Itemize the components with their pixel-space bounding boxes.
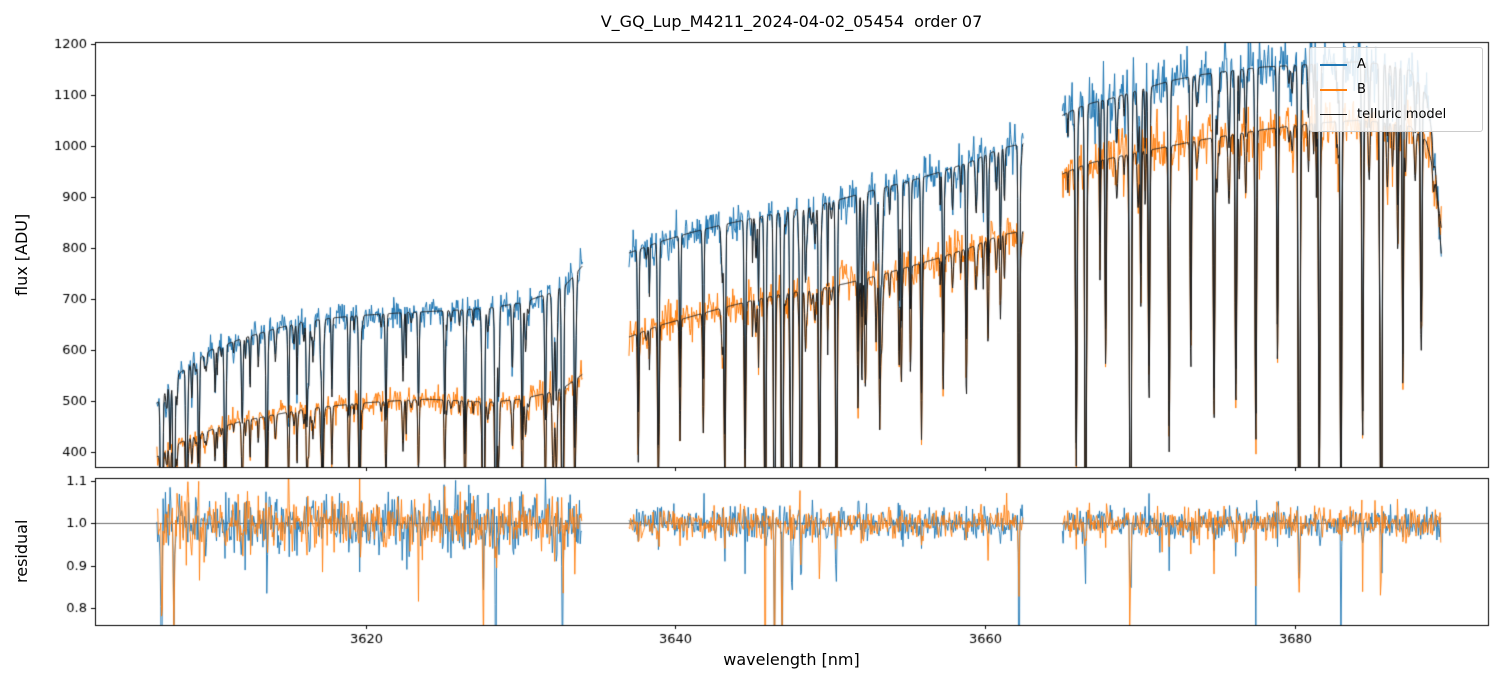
legend-label-telluric: telluric model [1357, 107, 1447, 122]
legend-line-b-icon [1320, 88, 1347, 91]
residual-axis-label: residual [12, 519, 31, 584]
flux-axis-label: flux [ADU] [12, 213, 31, 296]
legend-line-a-icon [1320, 63, 1347, 66]
legend-entry-a: A [1320, 57, 1472, 72]
chart-title: V_GQ_Lup_M4211_2024-04-02_05454 order 07 [600, 12, 983, 31]
legend: A B telluric model [1309, 47, 1483, 132]
legend-entry-b: B [1320, 82, 1472, 97]
legend-line-telluric-icon [1320, 113, 1347, 116]
legend-entry-telluric-model: telluric model [1320, 107, 1472, 122]
wavelength-axis-label: wavelength [nm] [723, 650, 860, 669]
legend-label-b: B [1357, 82, 1366, 97]
legend-label-a: A [1357, 57, 1366, 72]
